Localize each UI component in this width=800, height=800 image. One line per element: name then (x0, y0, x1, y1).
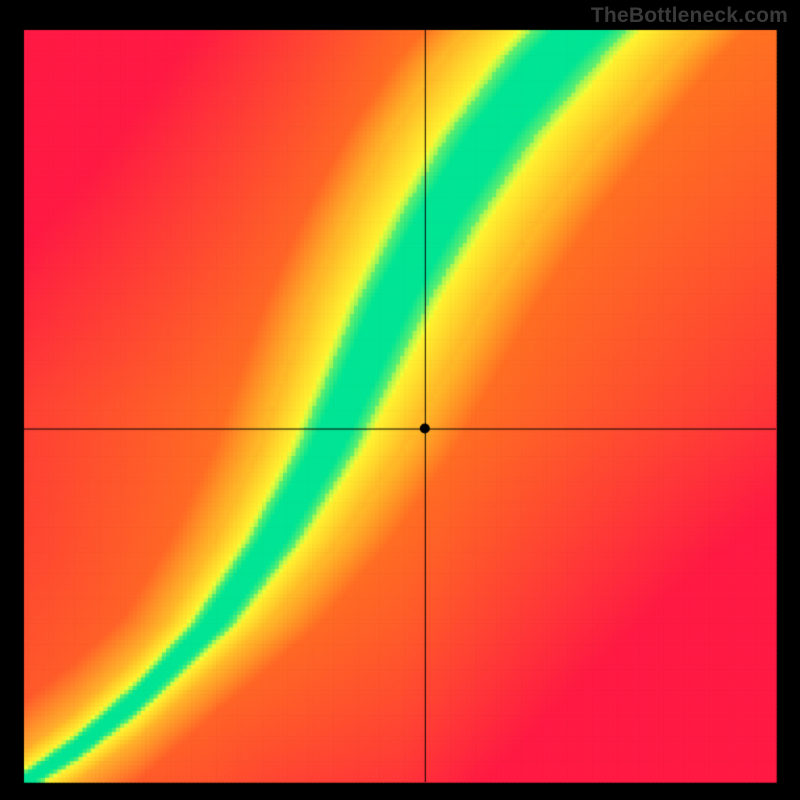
heatmap-canvas (0, 0, 800, 800)
watermark-text: TheBottleneck.com (591, 4, 788, 28)
chart-container: TheBottleneck.com (0, 0, 800, 800)
